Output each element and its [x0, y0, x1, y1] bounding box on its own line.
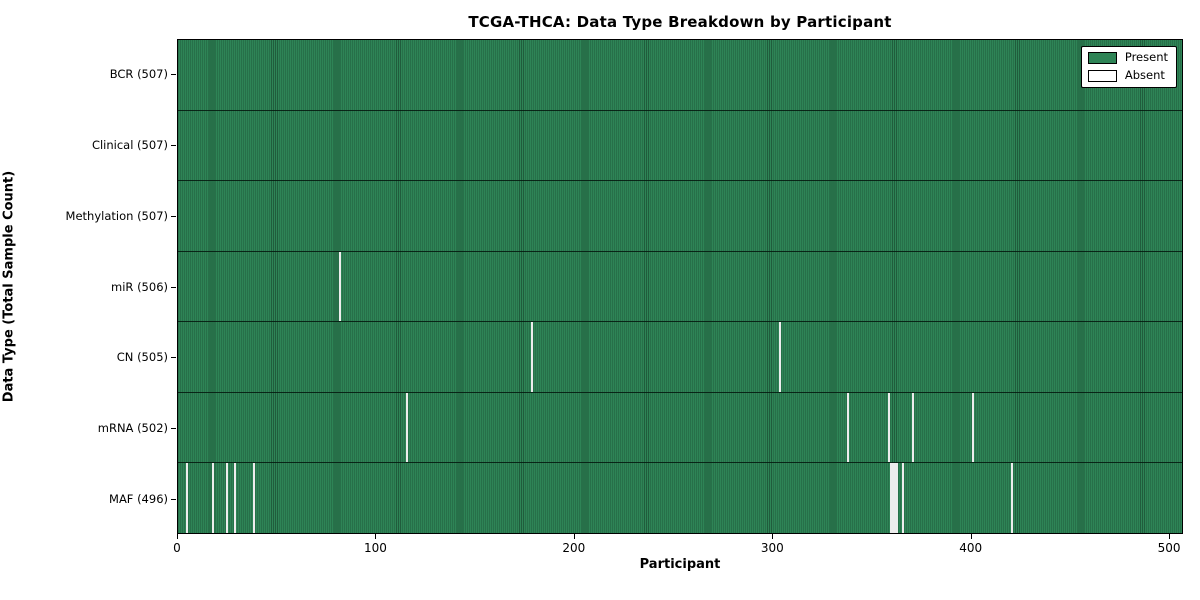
present-swatch-icon: [1087, 52, 1117, 64]
y-tick-label: MAF (496): [109, 491, 168, 506]
y-tick-label: miR (506): [111, 279, 168, 294]
x-tick-mark: [375, 534, 377, 539]
y-tick-label: Methylation (507): [65, 208, 168, 223]
y-tick-label: Clinical (507): [91, 138, 168, 153]
x-tick-label: 200: [562, 541, 586, 555]
heatmap-row-mrna: [178, 391, 1182, 463]
legend-label-absent: Absent: [1124, 68, 1165, 83]
x-tick-label: 0: [173, 541, 181, 555]
absent-gap: [846, 392, 849, 463]
heatmap-rows: [178, 40, 1182, 534]
plot-area: Present Absent: [177, 39, 1183, 534]
absent-gap: [779, 322, 782, 392]
y-tick-mark: [171, 286, 176, 288]
absent-gap: [892, 463, 895, 534]
y-tick-mark: [171, 357, 176, 359]
y-tick-mark: [171, 215, 176, 217]
absent-gap: [894, 463, 897, 534]
x-tick-mark: [573, 534, 575, 539]
absent-gap: [233, 463, 236, 534]
heatmap-row-cn: [178, 321, 1182, 392]
heatmap-row-maf: [178, 462, 1182, 534]
heatmap-row-clinical: [178, 109, 1182, 181]
heatmap-row-bcr: [178, 40, 1182, 110]
absent-swatch-icon: [1087, 70, 1117, 82]
y-tick-mark: [171, 145, 176, 147]
absent-gap: [971, 392, 974, 463]
absent-gap: [890, 463, 893, 534]
absent-gap: [531, 322, 534, 392]
absent-gap: [211, 463, 214, 534]
absent-gap: [912, 392, 915, 463]
y-tick-mark: [171, 74, 176, 76]
absent-gap: [406, 392, 409, 463]
x-tick-label: 100: [363, 541, 387, 555]
absent-gap: [225, 463, 228, 534]
x-tick-mark: [177, 534, 178, 539]
legend-entry-absent: Absent: [1087, 68, 1168, 83]
chart-title: TCGA-THCA: Data Type Breakdown by Partic…: [468, 13, 892, 31]
x-tick-label: 400: [959, 541, 983, 555]
y-tick-mark: [171, 427, 176, 429]
x-tick-mark: [1169, 534, 1171, 539]
absent-gap: [253, 463, 256, 534]
legend: Present Absent: [1080, 46, 1177, 88]
absent-gap: [338, 251, 341, 322]
x-axis-label: Participant: [639, 557, 721, 572]
legend-label-present: Present: [1124, 50, 1168, 65]
y-tick-label: mRNA (502): [97, 420, 168, 435]
x-tick-mark: [970, 534, 972, 539]
absent-gap: [896, 463, 899, 534]
absent-gap: [888, 392, 891, 463]
heatmap-row-mir: [178, 250, 1182, 322]
legend-entry-present: Present: [1087, 50, 1168, 65]
absent-gap: [902, 463, 905, 534]
x-tick-label: 300: [760, 541, 784, 555]
y-axis-label: Data Type (Total Sample Count): [1, 170, 17, 403]
heatmap-row-methylation: [178, 180, 1182, 251]
absent-gap: [1011, 463, 1014, 534]
absent-gap: [185, 463, 188, 534]
y-tick-mark: [171, 498, 176, 500]
x-tick-mark: [772, 534, 774, 539]
y-tick-label: BCR (507): [109, 67, 168, 82]
x-tick-label: 500: [1157, 541, 1181, 555]
y-tick-label: CN (505): [116, 350, 168, 365]
